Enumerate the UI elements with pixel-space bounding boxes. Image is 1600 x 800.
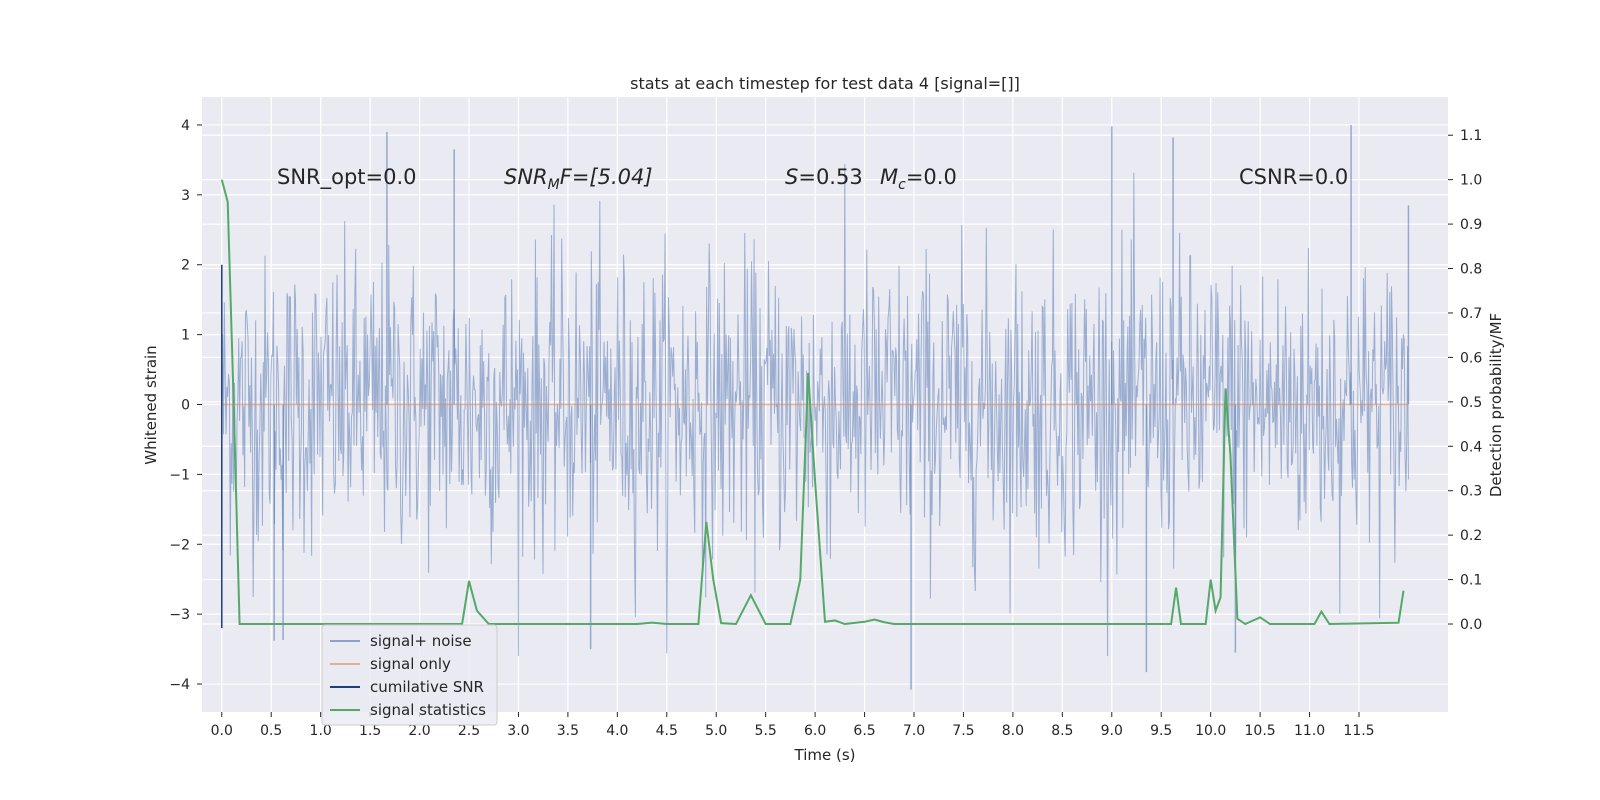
x-tick-label: 3.5 [557,723,579,739]
annotation-snr-mf-sub: M [548,177,560,193]
annotation-s-rest: =0.53 [798,165,862,189]
x-tick-label: 5.5 [755,723,777,739]
x-tick-label: 8.5 [1051,723,1073,739]
annotation-snr-mf-rest: F=[5.04] [560,165,653,189]
annotation-snr-mf: SNRMF=[5.04] [504,165,653,193]
legend-label-signal-statistics: signal statistics [370,701,486,719]
x-tick-label: 1.0 [310,723,332,739]
y2-tick-labels: 0.0 0.1 0.2 0.3 0.4 0.5 0.6 0.7 0.8 0.9 1.0 1.1 [1448,128,1482,633]
x-axis-label: Time (s) [794,746,856,764]
y-tick-label: −4 [169,677,190,693]
annotation-mc-rest: =0.0 [906,165,957,189]
annotation-s-main: S [785,165,798,189]
annotation-mc-sub: c [898,177,906,193]
y2-tick-label: 0.3 [1460,484,1482,500]
y2-tick-label: 1.0 [1460,173,1482,189]
y-tick-labels: 4 3 2 1 0 −1 −2 −3 −4 [169,118,202,693]
y-tick-label: −2 [169,537,190,553]
x-tick-label: 9.0 [1101,723,1123,739]
y-axis-label: Whitened strain [142,345,160,464]
annotation-csnr: CSNR=0.0 [1239,165,1348,189]
annotation-mc-main: M [880,165,898,189]
x-tick-label: 0.0 [211,723,233,739]
y2-tick-label: 0.8 [1460,262,1482,278]
chart-title: stats at each timestep for test data 4 [… [630,74,1020,93]
x-tick-label: 4.0 [606,723,628,739]
annotation-snr-mf-main: SNR [504,165,548,189]
x-tick-label: 11.5 [1343,723,1374,739]
x-tick-label: 4.5 [656,723,678,739]
x-tick-label: 5.0 [705,723,727,739]
legend-label-signal-noise: signal+ noise [370,632,472,650]
y2-tick-label: 0.9 [1460,217,1482,233]
x-tick-label: 2.5 [458,723,480,739]
x-tick-label: 8.0 [1002,723,1024,739]
legend-box [321,624,498,726]
x-tick-label: 6.0 [804,723,826,739]
y-tick-label: 3 [181,188,190,204]
y-tick-label: 4 [181,118,190,134]
y-tick-label: −1 [169,467,190,483]
y-tick-label: 1 [181,328,190,344]
x-tick-label: 7.5 [952,723,974,739]
y2-tick-label: 0.7 [1460,306,1482,322]
x-tick-label: 10.0 [1195,723,1226,739]
y2-tick-label: 0.4 [1460,439,1482,455]
y2-tick-label: 0.0 [1460,617,1482,633]
signal-statistics-line [220,179,1405,626]
annotation-mc: Mc=0.0 [880,165,957,193]
y-tick-label: 2 [181,258,190,274]
x-tick-label: 3.0 [507,723,529,739]
legend: signal+ noise signal only cumilative SNR… [321,624,498,726]
x-tick-label: 10.5 [1245,723,1276,739]
y2-tick-label: 0.1 [1460,573,1482,589]
x-tick-label: 0.5 [260,723,282,739]
y2-tick-label: 0.5 [1460,395,1482,411]
line-series [220,179,1409,629]
y2-tick-label: 0.6 [1460,350,1482,366]
y-tick-label: −3 [169,607,190,623]
y2-axis-label: Detection probability/MF [1487,313,1505,497]
x-tick-label: 11.0 [1294,723,1325,739]
y2-tick-label: 0.2 [1460,528,1482,544]
legend-label-signal-only: signal only [370,655,451,673]
x-tick-labels: 0.0 0.5 1.0 1.5 2.0 2.5 3.0 3.5 4.0 4.5 5.0 5.5 6.0 6… [211,712,1375,739]
x-tick-label: 7.0 [903,723,925,739]
y2-tick-label: 1.1 [1460,128,1482,144]
x-tick-label: 6.5 [853,723,875,739]
annotation-s: S=0.53 [785,165,863,189]
y-tick-label: 0 [181,398,190,414]
legend-label-cumulative-snr: cumilative SNR [370,678,484,696]
annotation-snr-opt: SNR_opt=0.0 [277,165,417,190]
x-tick-label: 1.5 [359,723,381,739]
x-tick-label: 9.5 [1150,723,1172,739]
x-tick-label: 2.0 [408,723,430,739]
